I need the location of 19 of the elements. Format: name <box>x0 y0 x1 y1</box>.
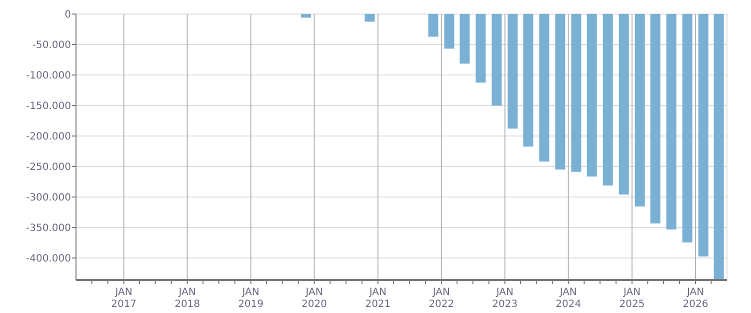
y-tick-label: -200.000 <box>26 132 71 143</box>
x-tick-label: JAN 2021 <box>365 287 391 310</box>
y-tick-label: -100.000 <box>26 70 71 82</box>
x-tick-label: JAN 2019 <box>238 287 264 310</box>
x-tick-label: JAN 2018 <box>174 287 200 310</box>
x-tick-label: JAN 2020 <box>302 287 328 310</box>
x-tick-label: JAN 2026 <box>682 287 708 310</box>
x-tick-label: JAN 2023 <box>492 287 518 310</box>
y-tick-label: -150.000 <box>26 101 71 112</box>
y-tick-label: 0 <box>64 10 71 20</box>
y-tick-label: -400.000 <box>26 254 71 265</box>
y-tick-label: -50.000 <box>32 40 71 52</box>
y-tick-label: -300.000 <box>26 192 71 204</box>
y-tick-label: -250.000 <box>26 162 71 174</box>
x-tick-label: JAN 2022 <box>428 287 454 310</box>
y-tick-label: -350.000 <box>26 223 71 234</box>
x-tick-label: JAN 2017 <box>111 287 137 310</box>
x-tick-label: JAN 2025 <box>619 287 645 310</box>
x-tick-label: JAN 2024 <box>556 287 582 310</box>
